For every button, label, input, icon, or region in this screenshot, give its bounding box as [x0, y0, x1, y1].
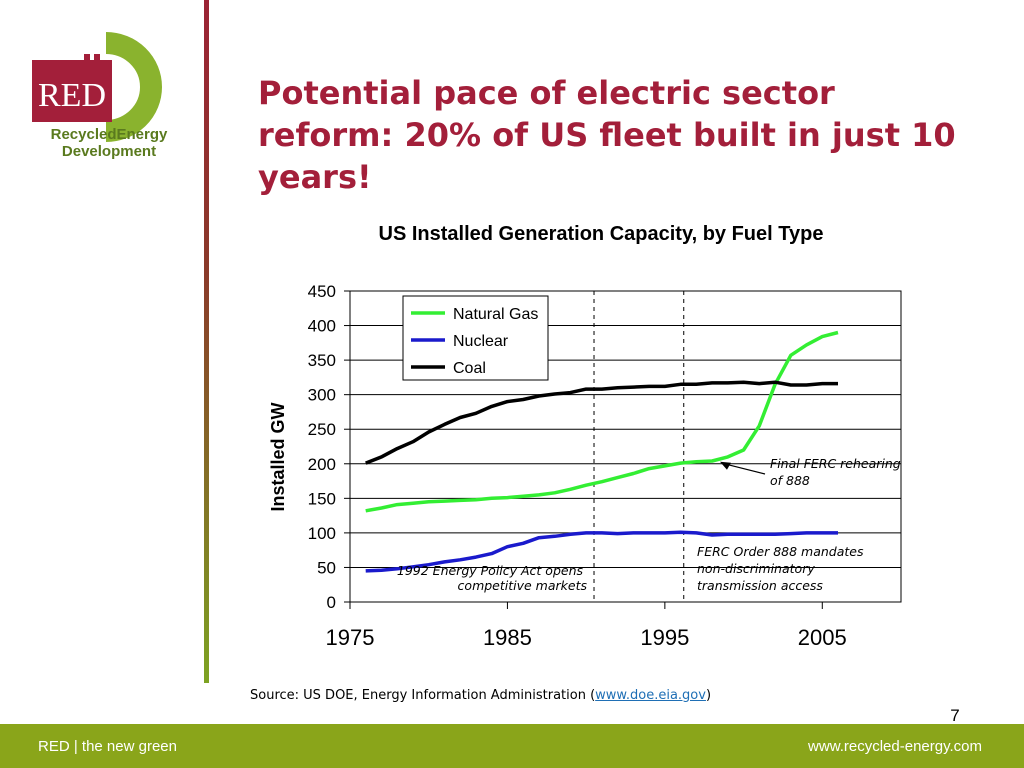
annotation-1992-line-2: competitive markets: [458, 578, 588, 593]
annotation-ferc-line-1: FERC Order 888 mandates: [697, 544, 864, 559]
annotation-ferc-888: FERC Order 888 mandates non-discriminato…: [697, 544, 867, 593]
annotation-ferc-line-3: transmission access: [697, 578, 823, 593]
annotation-1992-act: 1992 Energy Policy Act opens competitive…: [397, 563, 588, 593]
x-tick-label: 1975: [326, 625, 375, 650]
logo-line-2: Development: [61, 143, 157, 160]
y-axis-ticks: 0 50 100 150 200 250 300 350 400 450: [308, 282, 350, 612]
plot-frame: [349, 290, 902, 603]
x-tick-label: 1985: [483, 625, 532, 650]
annotation-arrow: [719, 461, 766, 475]
x-tick-label: 1995: [640, 625, 689, 650]
capacity-chart: US Installed Generation Capacity, by Fue…: [250, 210, 950, 684]
y-tick-label: 200: [308, 455, 336, 474]
legend: Natural Gas Nuclear Coal: [402, 295, 549, 381]
page-number: 7: [950, 706, 960, 725]
y-tick-label: 300: [308, 386, 336, 405]
chart-title: US Installed Generation Capacity, by Fue…: [379, 223, 824, 245]
legend-label: Coal: [453, 360, 486, 377]
y-tick-label: 0: [327, 593, 336, 612]
y-tick-label: 450: [308, 282, 336, 301]
x-axis-ticks: 1975 1985 1995 2005: [326, 602, 847, 650]
chart-svg: US Installed Generation Capacity, by Fue…: [268, 223, 905, 650]
company-logo: RED: [30, 20, 190, 165]
x-tick-label: 2005: [798, 625, 847, 650]
series-line-natural-gas: [365, 330, 839, 513]
y-axis-label: Installed GW: [268, 402, 288, 511]
y-tick-label: 50: [317, 558, 336, 577]
annotation-ferc-line-2: non-discriminatory: [697, 561, 815, 576]
source-suffix: ): [705, 688, 712, 703]
logo-line-1: RecycledEnergy: [50, 126, 168, 143]
annotation-ferc-rehearing: Final FERC rehearing of 888: [770, 456, 905, 488]
arrow-shaft: [723, 463, 766, 475]
vertical-divider: [204, 0, 209, 683]
footer-website: www.recycled-energy.com: [808, 738, 982, 755]
series-lines: [365, 330, 839, 573]
source-prefix: Source: US DOE, Energy Information Admin…: [250, 688, 596, 703]
annotation-rehearing-line-1: Final FERC rehearing: [770, 456, 901, 471]
footer-bar: RED | the new green www.recycled-energy.…: [0, 724, 1024, 768]
y-tick-label: 150: [308, 489, 336, 508]
slide-title: Potential pace of electric sector reform…: [258, 74, 956, 196]
footer-tagline: RED | the new green: [38, 738, 177, 755]
logo-mark-icon: RED: [32, 32, 162, 142]
source-note: Source: US DOE, Energy Information Admin…: [250, 688, 711, 703]
source-link[interactable]: www.doe.eia.gov: [595, 688, 706, 703]
y-tick-label: 400: [308, 317, 336, 336]
series-line-nuclear: [365, 530, 838, 573]
series-line-coal: [365, 380, 838, 465]
reference-lines: [593, 291, 685, 602]
y-tick-label: 100: [308, 524, 336, 543]
legend-label: Natural Gas: [453, 306, 538, 323]
annotation-1992-line-1: 1992 Energy Policy Act opens: [397, 563, 584, 578]
arrow-head: [719, 461, 731, 470]
y-tick-label: 350: [308, 351, 336, 370]
legend-label: Nuclear: [453, 333, 509, 350]
annotation-rehearing-line-2: of 888: [770, 473, 810, 488]
logo-mark-text: RED: [38, 77, 106, 114]
y-tick-label: 250: [308, 420, 336, 439]
